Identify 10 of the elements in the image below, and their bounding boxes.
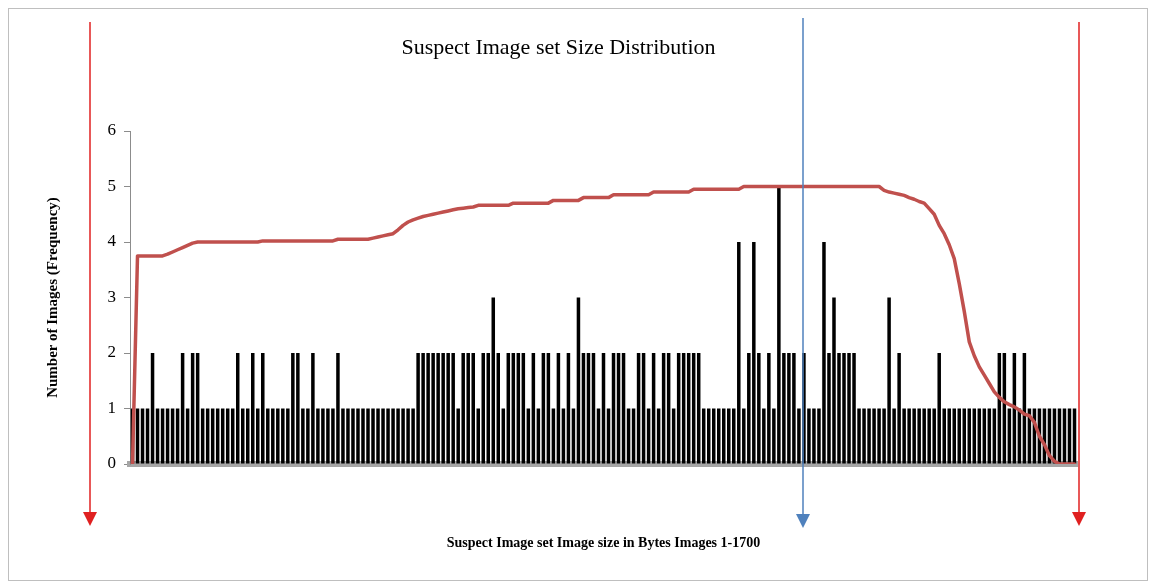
y-tick-label: 4	[107, 231, 117, 251]
y-tick-label: 0	[107, 453, 116, 473]
chart-title: Suspect Image set Size Distribution	[401, 33, 716, 59]
y-tick-label: 6	[107, 120, 116, 140]
y-tick-label: 2	[107, 342, 116, 362]
y-tick-label: 3	[107, 286, 116, 306]
x-axis-title: Suspect Image set Image size in Bytes Images 1-1700	[446, 535, 761, 551]
y-axis-title: Number of Images (Frequency)	[43, 197, 61, 398]
y-tick-label: 1	[107, 397, 116, 417]
y-tick-label: 5	[107, 175, 116, 195]
